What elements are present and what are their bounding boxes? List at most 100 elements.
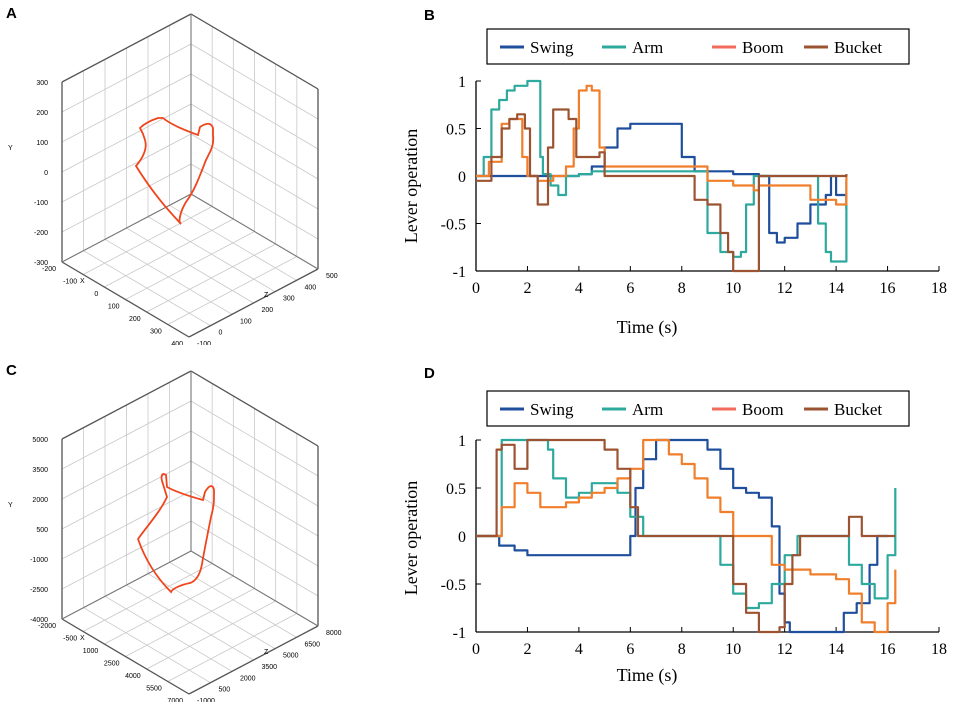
legend-label-bucket: Bucket	[834, 38, 882, 57]
y-tick-label: 0	[458, 529, 466, 546]
legend-label-boom: Boom	[742, 400, 784, 419]
grid-line	[61, 618, 190, 695]
x-tick-label: 12	[777, 280, 793, 297]
y-tick-label: -2500	[30, 587, 48, 594]
x-tick-label: 16	[880, 280, 896, 297]
x-tick-label: 10	[725, 280, 741, 297]
chart-d-series	[476, 438, 897, 634]
y-tick-label: -4000	[30, 617, 48, 624]
chart-c-ticks: 5000 3500 2000 500 -1000 -2500 -4000-2000 -500 1…	[8, 437, 342, 702]
panel-label-b: B	[424, 7, 435, 24]
x-tick-label: 16	[880, 641, 896, 658]
y-tick-label: 200	[36, 110, 48, 117]
x-tick-label: -100	[63, 279, 77, 286]
x-tick-label: 14	[828, 641, 844, 658]
series-line-bucket	[476, 108, 848, 273]
legend-label-arm: Arm	[632, 400, 663, 419]
series-line-arm	[476, 438, 897, 610]
x-tick-label: 18	[931, 641, 947, 658]
x-tick-label: 8	[678, 641, 686, 658]
legend-label-bucket: Bucket	[834, 400, 882, 419]
y-tick-label: -1000	[30, 557, 48, 564]
y-tick-label: 0.5	[446, 122, 466, 139]
y-axis-label: Y	[8, 502, 13, 509]
chart-d-legend: Swing Arm Boom Bucket	[500, 400, 882, 419]
x-tick-label: 10	[725, 641, 741, 658]
z-tick-label: 500	[219, 687, 231, 694]
x-tick-label: 0	[472, 641, 480, 658]
y-tick-label: -0.5	[441, 217, 466, 234]
panel-label-a: A	[6, 5, 17, 22]
z-axis-label: Z	[264, 649, 269, 656]
chart-c-3d-trajectory: 5000 3500 2000 500 -1000 -2500 -4000-2000 -500 1…	[8, 370, 342, 702]
x-tick-label: 18	[931, 280, 947, 297]
grid-line	[61, 13, 192, 83]
x-tick-label: 1000	[83, 648, 99, 655]
x-axis-label: X	[80, 278, 85, 285]
grid-line	[190, 550, 319, 627]
y-tick-label: 0	[44, 170, 48, 177]
y-tick-label: 1	[458, 74, 466, 91]
series-line-swing	[476, 438, 888, 634]
chart-d-xlabel: Time (s)	[617, 665, 678, 686]
grid-line	[190, 370, 319, 447]
z-tick-label: 2000	[240, 675, 256, 682]
chart-b-series	[476, 79, 848, 273]
grid-line	[61, 261, 190, 338]
z-tick-label: 3500	[262, 664, 278, 671]
x-tick-label: 0	[94, 291, 98, 298]
series-line-boom	[476, 84, 848, 206]
z-tick-label: 5000	[283, 653, 299, 660]
z-tick-label: 8000	[326, 630, 342, 637]
x-tick-label: 400	[171, 341, 183, 345]
z-tick-label: 200	[262, 307, 274, 314]
panel-label-c: C	[6, 362, 17, 379]
y-tick-label: 5000	[32, 437, 48, 444]
grid-line	[167, 613, 298, 682]
x-tick-label: 6	[626, 280, 634, 297]
legend-label-swing: Swing	[530, 38, 574, 57]
z-tick-label: 6500	[305, 641, 321, 648]
grid-line	[61, 550, 192, 620]
x-tick-label: 12	[777, 641, 793, 658]
chart-c-grid	[61, 370, 319, 695]
chart-a-ticks: 3002001000-100-200-300-200-1000100200300…	[8, 80, 338, 345]
x-tick-label: -2000	[38, 623, 56, 630]
panel-label-d: D	[424, 365, 435, 382]
chart-a-grid	[61, 13, 319, 338]
grid-line	[61, 193, 192, 263]
x-tick-label: 200	[129, 316, 141, 323]
z-tick-label: 400	[305, 284, 317, 291]
y-axis-label: Y	[8, 145, 13, 152]
x-tick-label: 7000	[167, 698, 183, 702]
chart-d-legend-box	[486, 390, 910, 427]
y-tick-label: 1	[458, 433, 466, 450]
y-tick-label: -1	[453, 625, 466, 642]
z-tick-label: 300	[283, 296, 295, 303]
x-tick-label: 300	[150, 329, 162, 336]
z-tick-label: 0	[219, 330, 223, 337]
legend-label-arm: Arm	[632, 38, 663, 57]
chart-a-3d-trajectory: 3002001000-100-200-300-200-1000100200300…	[8, 13, 338, 345]
chart-b-xlabel: Time (s)	[617, 317, 678, 338]
chart-b-legend: Swing Arm Boom Bucket	[500, 38, 882, 57]
z-tick-label: -100	[197, 341, 211, 345]
chart-d-lever-operation: Swing Arm Boom Bucket 0 2 4 6 8 10 12 14 16 1810.50-…	[401, 390, 947, 686]
x-tick-label: 100	[108, 304, 120, 311]
grid-line	[190, 193, 319, 270]
x-tick-label: 2	[523, 641, 531, 658]
y-tick-label: -1	[453, 264, 466, 281]
x-tick-label: 2	[523, 280, 531, 297]
series-line-arm	[476, 79, 848, 263]
y-tick-label: 500	[36, 527, 48, 534]
chart-b-axes: 0 2 4 6 8 10 12 14 16 18 1 0.5 0 -0.5 -1	[441, 74, 947, 297]
x-tick-label: 4	[575, 641, 583, 658]
y-tick-label: 3500	[32, 467, 48, 474]
y-tick-label: 0	[458, 169, 466, 186]
y-tick-label: -0.5	[441, 577, 466, 594]
y-tick-label: -100	[34, 200, 48, 207]
chart-d-ylabel: Lever operation	[401, 481, 421, 595]
z-tick-label: 100	[240, 318, 252, 325]
x-tick-label: 2500	[104, 661, 120, 668]
x-tick-label: 0	[472, 280, 480, 297]
